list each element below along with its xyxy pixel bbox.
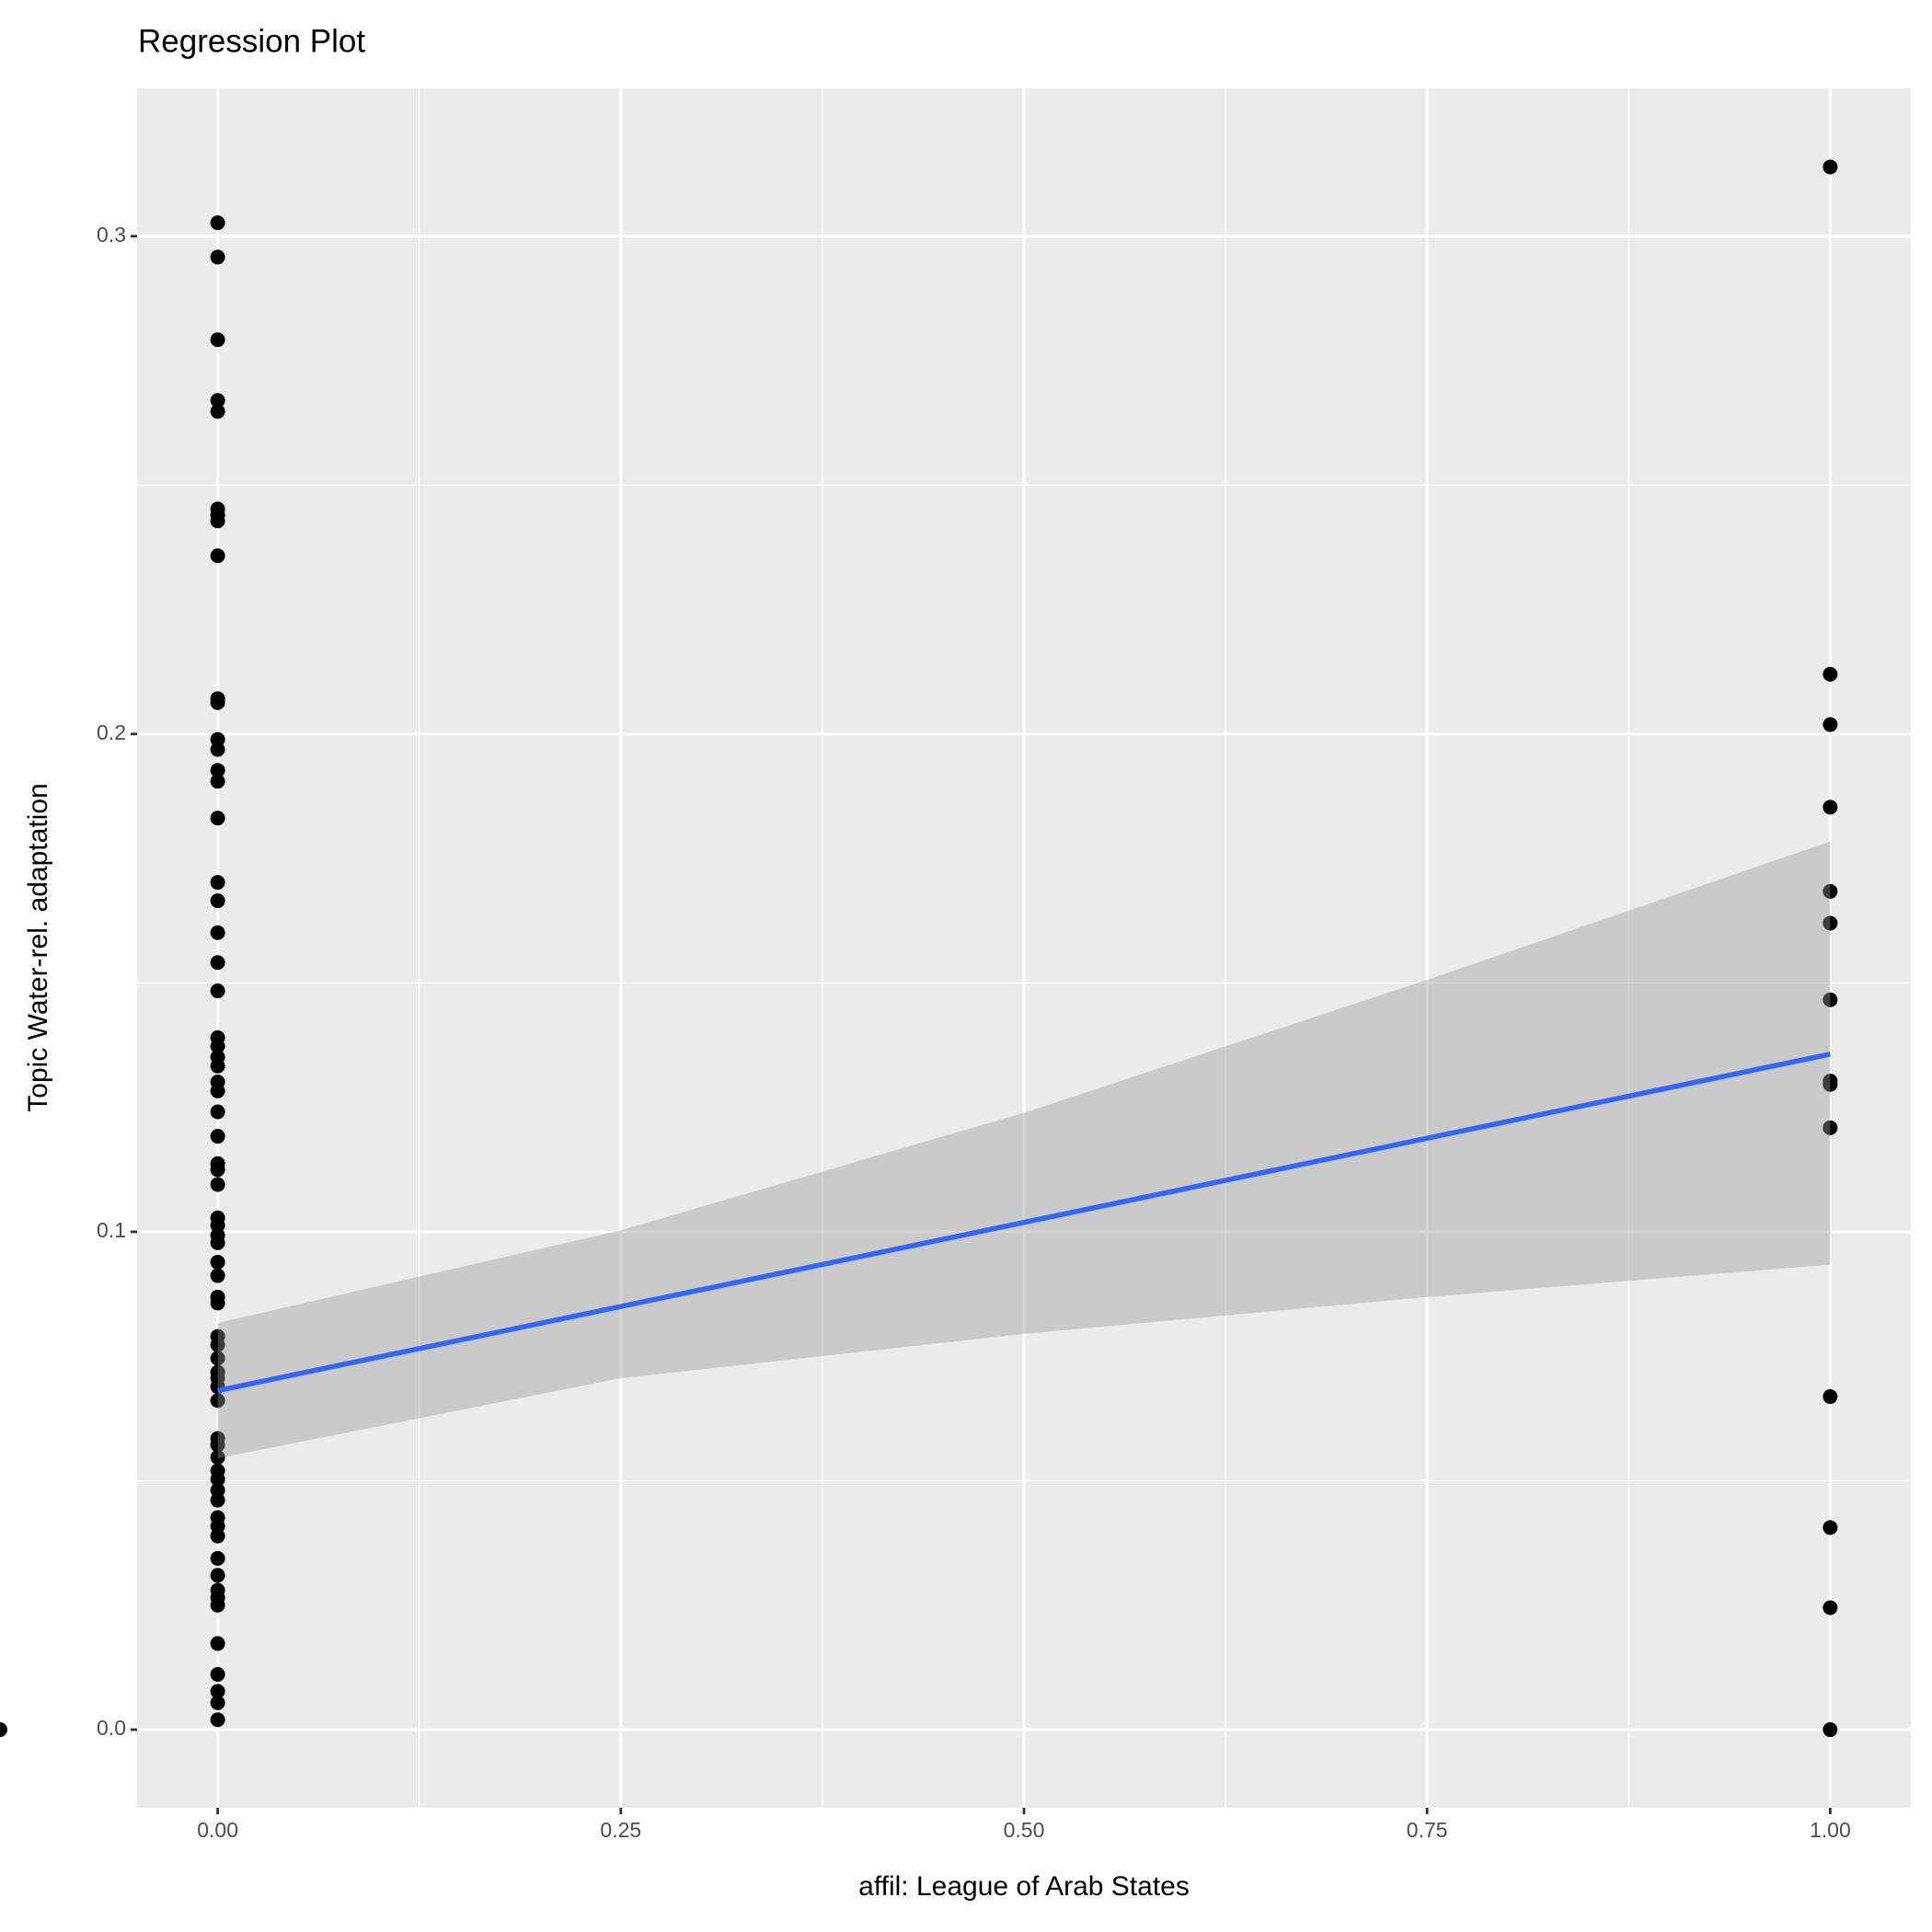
point [210, 1235, 225, 1250]
point [210, 1177, 225, 1192]
point [1823, 1600, 1838, 1616]
x-tick-label: 0.25 [600, 1818, 641, 1842]
point [210, 1393, 225, 1409]
point [210, 1083, 225, 1098]
point [210, 548, 225, 564]
point [210, 1636, 225, 1651]
x-tick-label: 1.00 [1810, 1818, 1851, 1842]
point [210, 925, 225, 940]
x-tick-label: 0.50 [1004, 1818, 1045, 1842]
point [210, 875, 225, 891]
point [1823, 1120, 1838, 1135]
point [210, 1666, 225, 1682]
point [0, 1722, 7, 1738]
point [210, 1268, 225, 1283]
point [210, 513, 225, 529]
marks [0, 159, 1838, 1738]
grid [137, 88, 1911, 1808]
point [1823, 666, 1838, 682]
point [1823, 883, 1838, 899]
point [210, 1351, 225, 1366]
point [210, 1337, 225, 1352]
point [210, 1450, 225, 1466]
regression-line [217, 1052, 1831, 1394]
point [210, 774, 225, 789]
point [210, 983, 225, 999]
point [210, 1437, 225, 1453]
point [210, 1597, 225, 1613]
point [210, 1039, 225, 1054]
point [210, 742, 225, 757]
y-axis-title: Topic Water-rel. adaptation [23, 783, 53, 1111]
point [210, 1129, 225, 1144]
y-tick-label: 0.0 [97, 1716, 126, 1740]
point [210, 955, 225, 971]
point [210, 1695, 225, 1710]
point [210, 811, 225, 826]
point [210, 249, 225, 265]
point [210, 1162, 225, 1178]
point [1823, 717, 1838, 732]
point [210, 1684, 225, 1699]
point [210, 404, 225, 420]
point [210, 1492, 225, 1508]
point [1823, 992, 1838, 1007]
point [210, 763, 225, 778]
point [210, 332, 225, 348]
point [210, 695, 225, 710]
point [210, 393, 225, 408]
x-tick-label: 0.75 [1407, 1818, 1448, 1842]
point [1823, 1389, 1838, 1405]
point [210, 1528, 225, 1544]
y-tick-label: 0.3 [97, 223, 126, 247]
point [210, 1568, 225, 1583]
point [210, 1058, 225, 1074]
point [210, 1471, 225, 1487]
point [1823, 799, 1838, 815]
x-tick-label: 0.00 [197, 1818, 238, 1842]
point [1823, 1076, 1838, 1092]
y-tick-label: 0.1 [97, 1218, 126, 1242]
point [210, 1550, 225, 1566]
point [210, 215, 225, 231]
point [1823, 915, 1838, 931]
point [1823, 159, 1838, 175]
point [1823, 1520, 1838, 1535]
point [210, 1712, 225, 1728]
chart-title: Regression Plot [138, 23, 365, 59]
point [210, 893, 225, 909]
x-axis-title: affil: League of Arab States [858, 1871, 1190, 1902]
point [210, 1104, 225, 1120]
point [1823, 1722, 1838, 1738]
point [210, 1254, 225, 1270]
y-tick-label: 0.2 [97, 720, 126, 744]
point [210, 1295, 225, 1311]
